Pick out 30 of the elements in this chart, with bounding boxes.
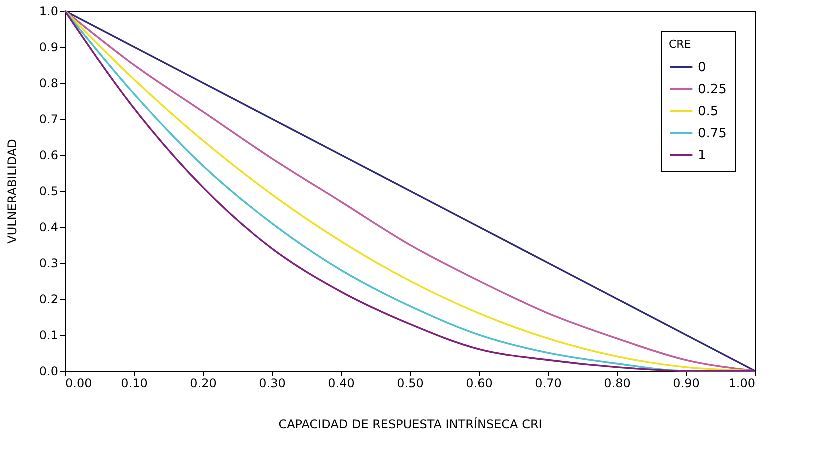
x-tick-label: 0.70	[535, 376, 562, 390]
y-tick-label: 0.6	[39, 148, 58, 162]
x-tick-label: 0.60	[466, 376, 493, 390]
x-tick-label: 0.00	[66, 376, 92, 390]
legend-title: CRE	[669, 38, 692, 51]
x-tick-label: 0.30	[259, 376, 286, 390]
x-tick-label: 0.90	[673, 376, 700, 390]
y-tick-label: 0.1	[39, 328, 58, 342]
legend-label: 1	[698, 148, 706, 164]
x-tick-label: 0.20	[190, 376, 217, 390]
x-tick-label: 0.40	[328, 376, 355, 390]
x-axis-title: CAPACIDAD DE RESPUESTA INTRÍNSECA CRI	[278, 416, 542, 432]
y-tick-label: 0.7	[39, 112, 58, 126]
y-tick-label: 0.9	[39, 40, 58, 54]
y-tick-label: 0.3	[39, 256, 58, 270]
y-tick-label: 0.2	[39, 292, 58, 306]
legend-label: 0.25	[698, 82, 727, 98]
y-axis-title: VULNERABILIDAD	[5, 139, 20, 244]
x-tick-label: 0.10	[121, 376, 148, 390]
legend-label: 0	[698, 60, 706, 76]
y-tick-label: 0.0	[39, 364, 58, 378]
y-tick-label: 1.0	[39, 4, 58, 18]
y-tick-label: 0.4	[39, 220, 58, 234]
y-tick-label: 0.5	[39, 184, 58, 198]
y-tick-label: 0.8	[39, 76, 58, 90]
x-tick-label: 0.80	[604, 376, 631, 390]
x-tick-label: 0.50	[397, 376, 424, 390]
legend-label: 0.75	[698, 126, 727, 142]
x-tick-label: 1.00	[728, 376, 756, 390]
legend-label: 0.5	[698, 104, 719, 120]
